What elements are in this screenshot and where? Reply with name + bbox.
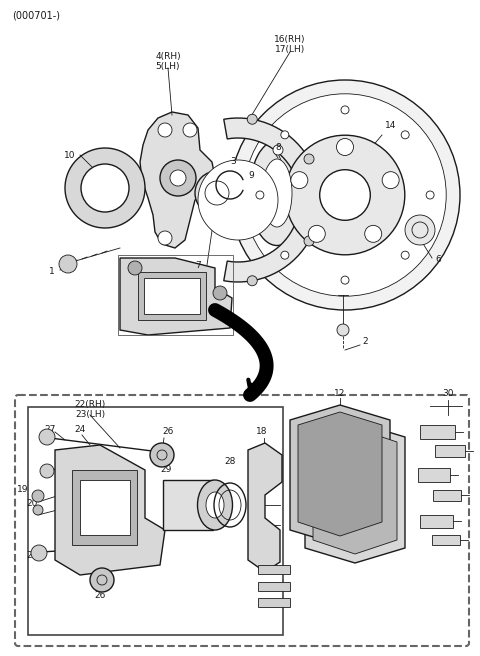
Polygon shape <box>305 422 405 563</box>
Circle shape <box>256 191 264 199</box>
Bar <box>163 480 213 530</box>
Text: 19: 19 <box>16 485 28 495</box>
Circle shape <box>320 170 370 220</box>
Text: 14: 14 <box>385 121 396 129</box>
Circle shape <box>183 123 197 137</box>
Bar <box>80 480 130 535</box>
Text: 30: 30 <box>442 389 454 398</box>
Circle shape <box>158 231 172 245</box>
Text: 18: 18 <box>256 428 268 436</box>
Text: 16(RH)
17(LH): 16(RH) 17(LH) <box>274 35 306 54</box>
Circle shape <box>336 138 353 155</box>
Ellipse shape <box>250 140 304 245</box>
Circle shape <box>247 114 257 124</box>
Text: 27: 27 <box>44 426 56 434</box>
Circle shape <box>198 160 278 240</box>
Circle shape <box>244 94 446 297</box>
Text: 4(RH)
5(LH): 4(RH) 5(LH) <box>155 52 181 72</box>
Bar <box>258 598 290 607</box>
Circle shape <box>90 568 114 592</box>
Ellipse shape <box>206 492 224 518</box>
Text: 7: 7 <box>195 260 201 270</box>
Circle shape <box>205 181 229 205</box>
Circle shape <box>150 443 174 467</box>
Circle shape <box>160 160 196 196</box>
Circle shape <box>273 145 283 155</box>
Text: 25: 25 <box>26 550 38 560</box>
Circle shape <box>40 464 54 478</box>
Bar <box>72 470 137 545</box>
Circle shape <box>247 276 257 286</box>
Circle shape <box>401 131 409 139</box>
Circle shape <box>382 172 399 189</box>
Bar <box>435 445 465 457</box>
Polygon shape <box>313 428 397 554</box>
Circle shape <box>33 505 43 515</box>
Text: 12: 12 <box>334 389 346 398</box>
Circle shape <box>285 135 405 255</box>
Bar <box>433 490 461 501</box>
Circle shape <box>341 276 349 284</box>
Text: 3: 3 <box>230 157 236 167</box>
Polygon shape <box>120 258 232 335</box>
Bar <box>144 278 200 314</box>
Circle shape <box>337 324 349 336</box>
Text: 9: 9 <box>248 171 254 180</box>
Text: 29: 29 <box>161 466 172 474</box>
Circle shape <box>39 429 55 445</box>
Text: 6: 6 <box>435 255 441 264</box>
Circle shape <box>304 154 314 164</box>
Circle shape <box>308 225 325 242</box>
Circle shape <box>158 123 172 137</box>
Text: 2: 2 <box>362 337 368 346</box>
Text: 10: 10 <box>64 150 76 159</box>
Text: 8: 8 <box>275 144 281 152</box>
Polygon shape <box>55 445 165 575</box>
Circle shape <box>230 80 460 310</box>
Circle shape <box>281 131 289 139</box>
Circle shape <box>31 545 47 561</box>
Bar <box>420 425 455 439</box>
Circle shape <box>32 490 44 502</box>
Bar <box>138 272 206 320</box>
Circle shape <box>304 236 314 246</box>
Bar <box>420 515 453 528</box>
Circle shape <box>195 171 239 215</box>
Bar <box>418 468 450 482</box>
Circle shape <box>170 170 186 186</box>
Circle shape <box>281 251 289 259</box>
Circle shape <box>213 286 227 300</box>
Text: 26: 26 <box>162 428 174 436</box>
Circle shape <box>128 261 142 275</box>
Bar <box>432 535 460 545</box>
Text: 22(RH)
23(LH): 22(RH) 23(LH) <box>74 400 106 419</box>
Bar <box>118 255 233 335</box>
Text: 26: 26 <box>94 590 106 600</box>
Circle shape <box>291 172 308 189</box>
Text: 28: 28 <box>224 457 236 466</box>
Circle shape <box>405 215 435 245</box>
Circle shape <box>65 148 145 228</box>
Polygon shape <box>248 443 282 572</box>
Ellipse shape <box>197 480 232 530</box>
Circle shape <box>341 106 349 114</box>
Text: 20: 20 <box>26 499 38 508</box>
Text: 1: 1 <box>49 268 55 276</box>
Bar <box>258 565 290 574</box>
Circle shape <box>241 177 257 193</box>
Bar <box>28 407 283 635</box>
Text: 24: 24 <box>74 426 85 434</box>
Ellipse shape <box>262 159 292 227</box>
Circle shape <box>81 164 129 212</box>
Polygon shape <box>298 412 382 536</box>
Circle shape <box>365 225 382 242</box>
Polygon shape <box>224 118 320 282</box>
Bar <box>258 582 290 591</box>
Polygon shape <box>290 405 390 545</box>
Polygon shape <box>140 112 215 248</box>
Text: (000701-): (000701-) <box>12 10 60 20</box>
Circle shape <box>59 255 77 273</box>
Circle shape <box>401 251 409 259</box>
Circle shape <box>426 191 434 199</box>
